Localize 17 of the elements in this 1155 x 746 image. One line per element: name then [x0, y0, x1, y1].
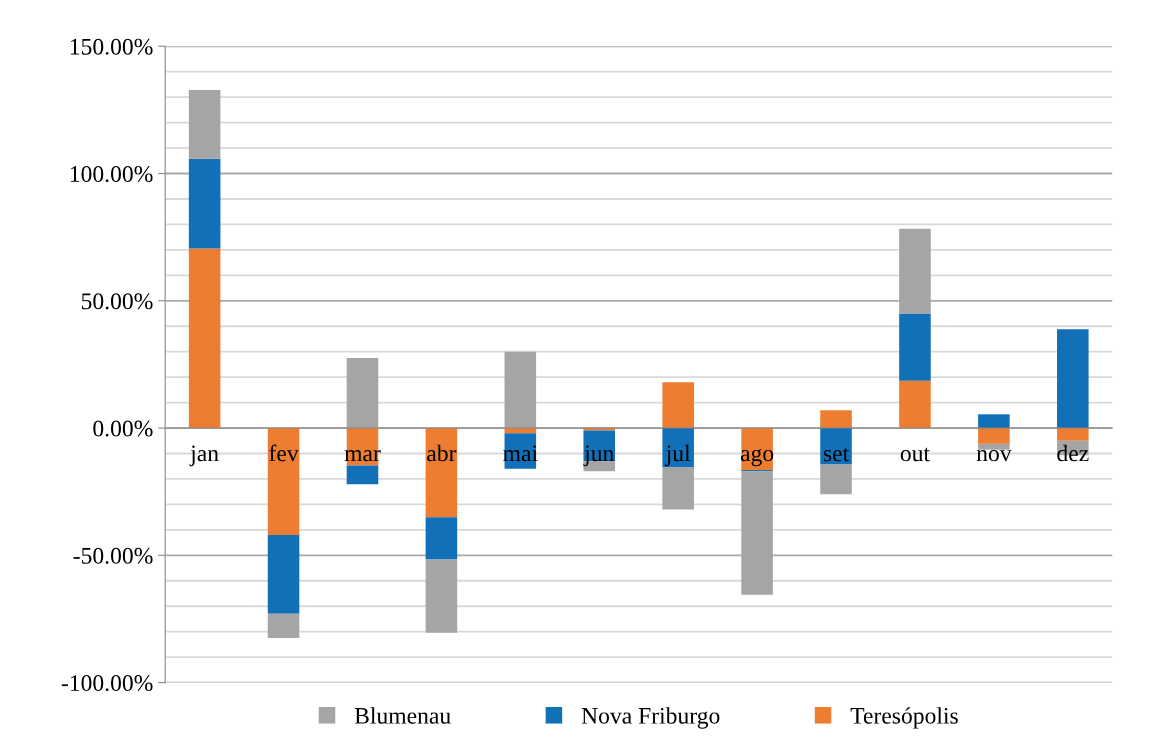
legend-label: Teresópolis	[850, 707, 958, 729]
x-tick-label: nov	[976, 449, 1012, 462]
legend-label: Blumenau	[354, 707, 451, 724]
x-tick-label: dez	[1057, 444, 1089, 462]
y-tick-label: 0.00%	[93, 420, 153, 437]
y-tick-label: -100.00%	[61, 675, 153, 692]
x-tick-label: out	[900, 447, 930, 462]
x-tick-label: jul	[665, 444, 691, 467]
y-tick-label: 100.00%	[70, 166, 153, 183]
legend-label: Nova Friburgo	[581, 707, 720, 729]
x-tick-label: fev	[269, 444, 299, 462]
x-tick-label: set	[823, 447, 849, 462]
y-tick-label: 50.00%	[81, 293, 153, 310]
x-tick-label: abr	[427, 444, 457, 462]
x-tick-label: jan	[189, 445, 219, 467]
y-tick-label: -50.00%	[73, 547, 153, 564]
y-tick-label: 150.00%	[70, 38, 153, 55]
